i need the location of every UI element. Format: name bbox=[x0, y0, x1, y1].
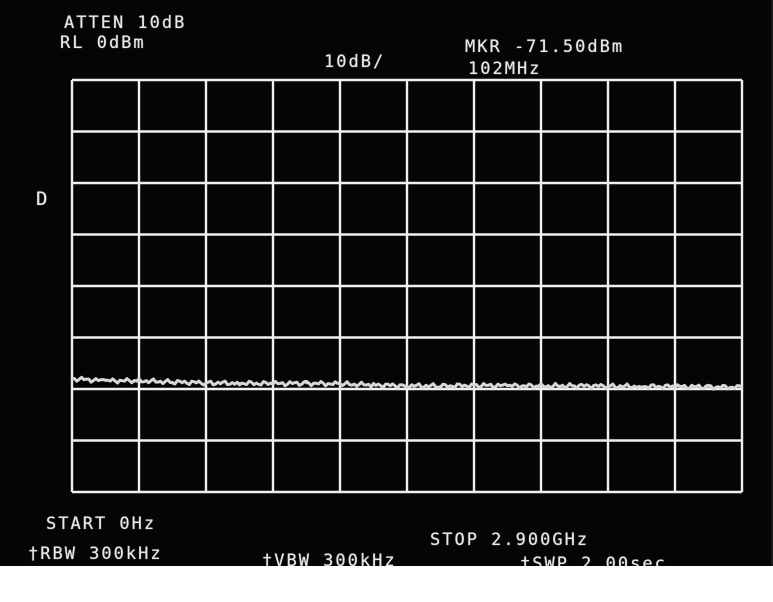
trace-point bbox=[137, 379, 141, 382]
trace-point bbox=[271, 382, 275, 385]
display-mode-label: D bbox=[36, 188, 50, 210]
trace-point bbox=[573, 384, 576, 387]
spectrum-trace bbox=[71, 375, 743, 391]
resolution-bandwidth-readout: †RBW 300kHz bbox=[28, 544, 163, 564]
trace-point bbox=[506, 384, 509, 387]
reference-level-readout: RL 0dBm bbox=[60, 33, 146, 53]
trace-point bbox=[472, 384, 476, 387]
attenuation-readout: ATTEN 10dB bbox=[64, 13, 187, 33]
analyzer-screen: ATTEN 10dB RL 0dBm 10dB/ MKR -71.50dBm 1… bbox=[0, 0, 773, 566]
trace-point bbox=[405, 384, 409, 387]
trace-point bbox=[439, 384, 442, 388]
trace-point bbox=[707, 385, 710, 389]
trace-point bbox=[70, 377, 74, 380]
trace-point bbox=[204, 381, 208, 385]
marker-frequency-readout: 102MHz bbox=[468, 59, 542, 79]
trace-point bbox=[338, 382, 342, 386]
video-bandwidth-readout: †VBW 300kHz bbox=[262, 551, 397, 566]
trace-point bbox=[740, 386, 744, 389]
trace-point bbox=[372, 383, 375, 387]
trace-point bbox=[171, 380, 174, 384]
marker-level-readout: MKR -71.50dBm bbox=[465, 37, 625, 57]
stop-frequency-readout: STOP 2.900GHz bbox=[430, 530, 590, 550]
trace-point bbox=[104, 379, 107, 382]
start-frequency-readout: START 0Hz bbox=[46, 514, 157, 534]
sweep-time-readout: †SWP 2.00sec bbox=[520, 554, 667, 566]
trace-point bbox=[606, 384, 610, 388]
trace-point bbox=[673, 385, 677, 388]
trace-point bbox=[640, 385, 643, 388]
trace-point bbox=[305, 382, 308, 385]
spectrum-plot bbox=[70, 78, 744, 494]
trace-point bbox=[539, 384, 543, 388]
scale-readout: 10dB/ bbox=[324, 52, 386, 72]
trace-point bbox=[238, 382, 241, 385]
